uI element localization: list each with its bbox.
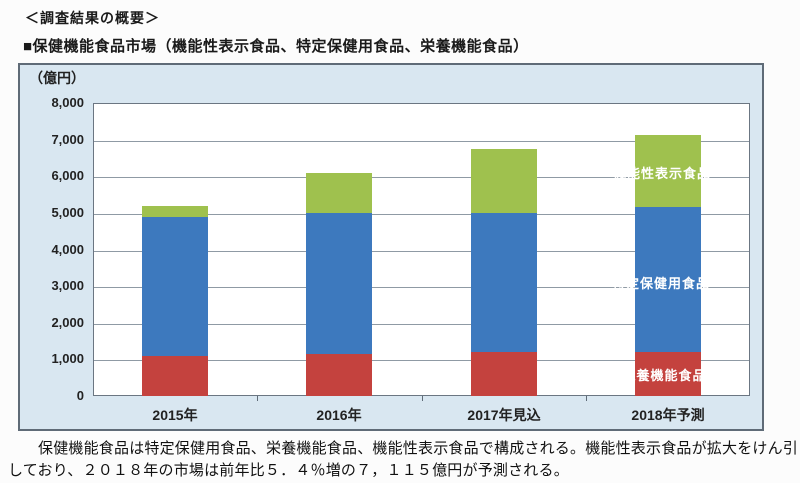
series-label-kinousei-hyouji-shokuhin: 機能性表示食品 (612, 165, 711, 181)
y-axis-tick-label: 4,000 (51, 242, 84, 257)
y-axis-tick-label: 7,000 (51, 132, 84, 147)
x-axis-label: 2015年 (152, 407, 198, 423)
y-axis-tick-label: 6,000 (51, 168, 84, 183)
bar-segment-2017年見込-特定保健用食品 (471, 213, 537, 352)
gridline (94, 177, 749, 178)
x-axis-label: 2016年 (316, 407, 362, 423)
series-label-tokutei-hokenyou-shokuhin: 特定保健用食品 (611, 275, 710, 291)
x-axis-boundary-tick (586, 396, 587, 401)
page-title: ＜調査結果の概要＞ (25, 10, 160, 26)
gridline (94, 360, 749, 361)
x-axis-boundary-tick (257, 396, 258, 401)
gridline (94, 141, 749, 142)
description-line-1: 保健機能食品は特定保健用食品、栄養機能食品、機能性表示食品で構成される。機能性表… (38, 440, 799, 457)
series-label-eiyou-kinou-shokuhin: 栄養機能食品 (622, 368, 707, 383)
bar-segment-2018年予測-機能性表示食品 (635, 135, 701, 207)
bar-segment-2016年-機能性表示食品 (306, 173, 372, 213)
bar-segment-2018年予測-栄養機能食品 (635, 352, 701, 396)
y-axis-tick-label: 0 (76, 388, 84, 403)
y-axis-unit-label: （億円） (29, 70, 85, 86)
x-axis-label: 2017年見込 (467, 407, 541, 423)
bar-segment-2016年-特定保健用食品 (306, 213, 372, 354)
y-axis-tick-label: 1,000 (51, 351, 84, 366)
x-axis-label: 2018年予測 (631, 407, 705, 423)
gridline (94, 251, 749, 252)
chart-container: （億円） 0 1,000 2,000 3,000 4,000 5,000 6,000 7,00… (18, 63, 764, 431)
bar-segment-2015年-特定保健用食品 (142, 217, 208, 356)
bar-segment-2017年見込-機能性表示食品 (471, 149, 537, 213)
bar-segment-2018年予測-特定保健用食品 (635, 207, 701, 352)
bar-segment-2015年-栄養機能食品 (142, 356, 208, 396)
description-line-2: しており、２０１８年の市場は前年比５．４％増の７，１１５億円が予測される。 (8, 462, 569, 479)
y-axis-tick-label: 3,000 (51, 278, 84, 293)
y-axis-tick-label: 5,000 (51, 205, 84, 220)
page-subtitle: ■保健機能食品市場（機能性表示食品、特定保健用食品、栄養機能食品） (23, 38, 529, 55)
gridline (94, 214, 749, 215)
y-axis-tick-label: 2,000 (51, 315, 84, 330)
bar-segment-2016年-栄養機能食品 (306, 354, 372, 396)
gridline (94, 287, 749, 288)
bar-segment-2017年見込-栄養機能食品 (471, 352, 537, 396)
y-axis-tick-label: 8,000 (51, 95, 84, 110)
gridline (94, 324, 749, 325)
chart-description: 保健機能食品は特定保健用食品、栄養機能食品、機能性表示食品で構成される。機能性表… (8, 438, 799, 482)
bar-segment-2015年-機能性表示食品 (142, 206, 208, 217)
x-axis-boundary-tick (422, 396, 423, 401)
